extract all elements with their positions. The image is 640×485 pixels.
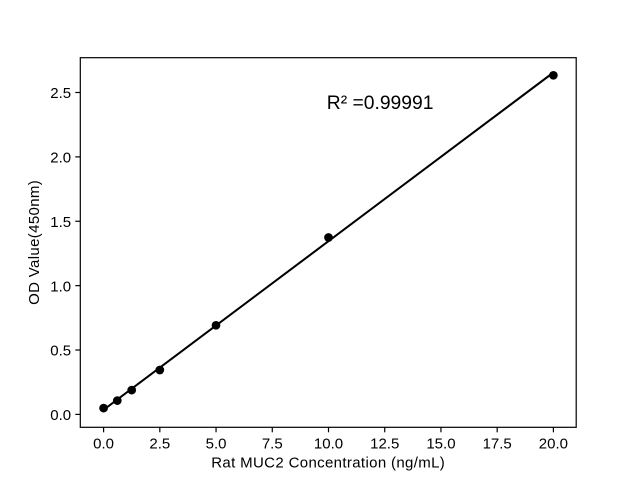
svg-text:0.5: 0.5 [50, 343, 71, 360]
svg-text:2.5: 2.5 [50, 85, 71, 102]
svg-text:0.0: 0.0 [93, 435, 114, 452]
svg-text:20.0: 20.0 [539, 435, 568, 452]
svg-text:1.0: 1.0 [50, 278, 71, 295]
svg-text:OD Value(450nm): OD Value(450nm) [26, 180, 43, 305]
svg-text:7.5: 7.5 [262, 435, 283, 452]
svg-text:0.0: 0.0 [50, 407, 71, 424]
svg-text:R² =0.99991: R² =0.99991 [327, 93, 434, 114]
svg-text:10.0: 10.0 [314, 435, 343, 452]
svg-text:5.0: 5.0 [206, 435, 227, 452]
svg-text:2.0: 2.0 [50, 150, 71, 167]
svg-text:17.5: 17.5 [483, 435, 512, 452]
svg-text:2.5: 2.5 [149, 435, 170, 452]
svg-text:12.5: 12.5 [370, 435, 399, 452]
svg-text:Rat MUC2 Concentration (ng/mL): Rat MUC2 Concentration (ng/mL) [211, 454, 445, 471]
svg-text:1.5: 1.5 [50, 214, 71, 231]
svg-text:15.0: 15.0 [426, 435, 455, 452]
